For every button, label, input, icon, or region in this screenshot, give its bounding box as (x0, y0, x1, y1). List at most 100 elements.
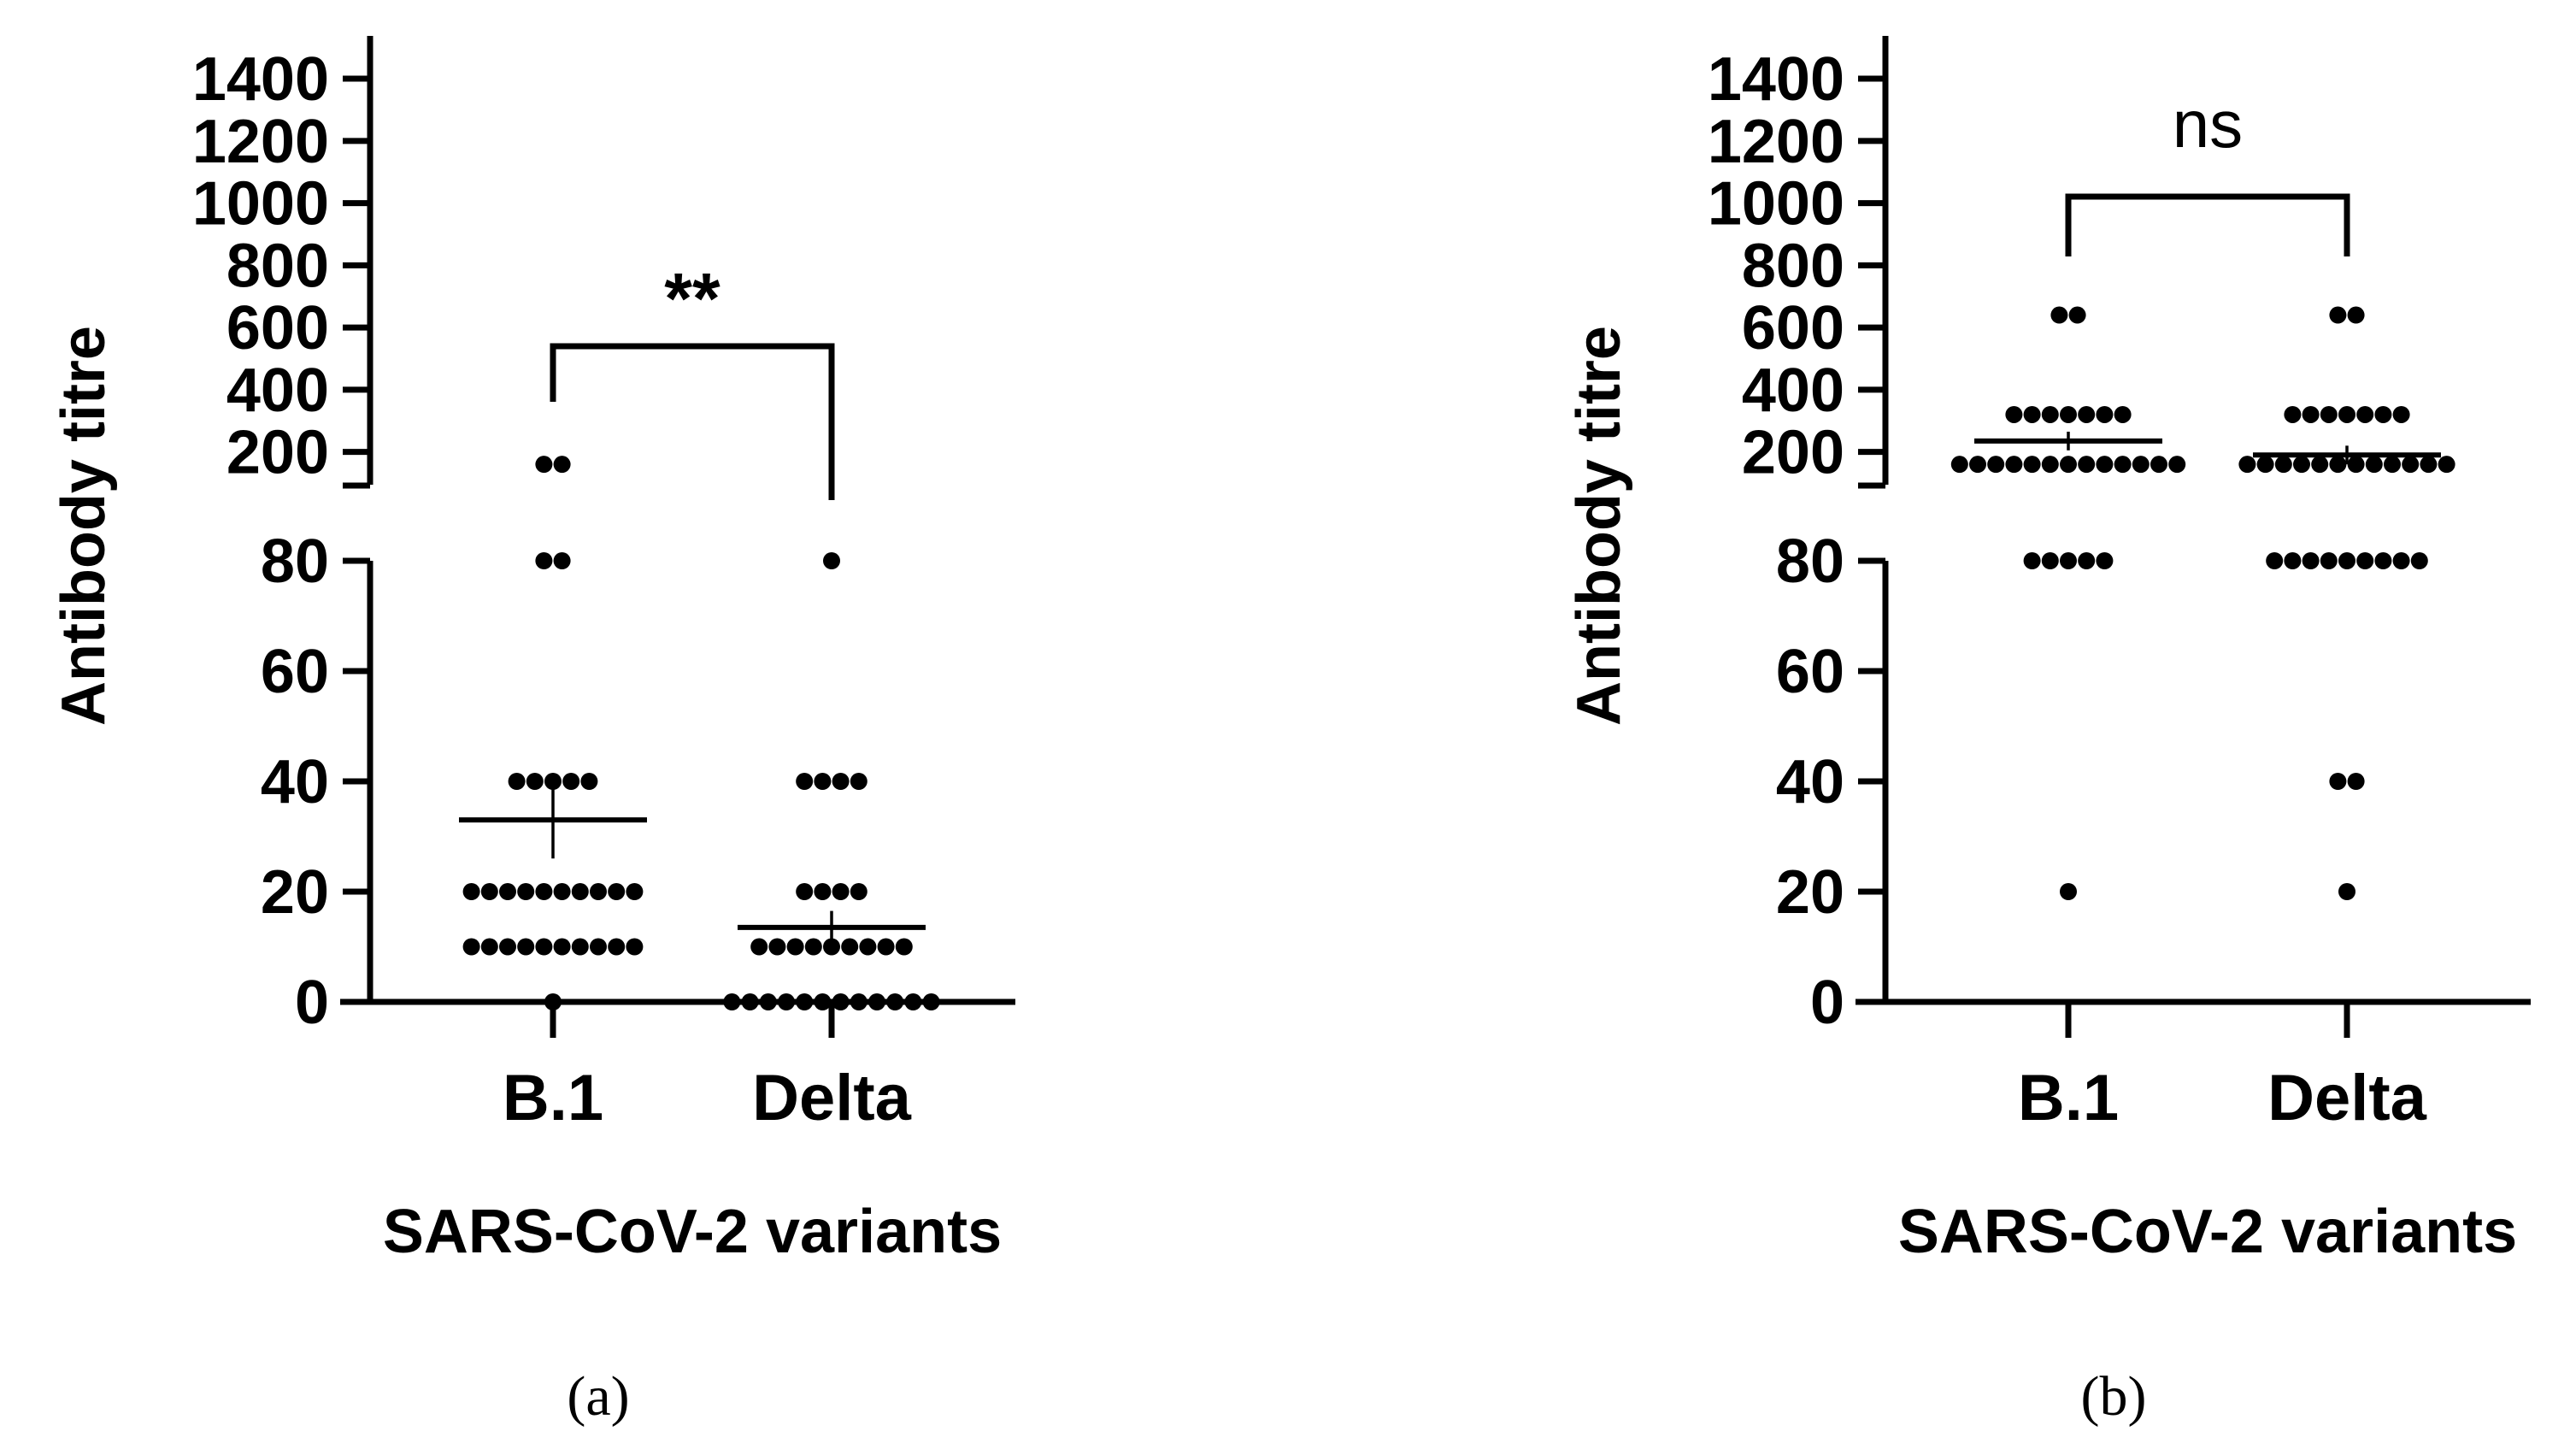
data-point (2060, 883, 2077, 900)
data-point (2320, 405, 2338, 423)
data-point (2132, 456, 2150, 474)
data-point (2392, 552, 2410, 569)
data-point (2338, 405, 2355, 423)
data-point (571, 938, 589, 956)
data-point (2365, 456, 2383, 474)
y-tick-label: 800 (1742, 232, 1844, 300)
data-point (2356, 552, 2374, 569)
significance-bracket (2065, 193, 2350, 256)
data-point (2347, 773, 2365, 790)
data-point (786, 938, 804, 956)
y-tick-label: 20 (1776, 858, 1844, 927)
data-point (850, 993, 867, 1010)
data-point (2293, 456, 2310, 474)
data-point (814, 773, 832, 790)
data-point (2078, 552, 2096, 569)
data-point (2005, 405, 2023, 423)
y-tick-label: 600 (1742, 294, 1844, 362)
data-point (2329, 306, 2347, 324)
data-point (904, 993, 922, 1010)
y-tick-label: 200 (226, 419, 329, 487)
data-point (2329, 456, 2347, 474)
data-point (2384, 456, 2401, 474)
data-point (2041, 456, 2059, 474)
data-point (1987, 456, 2005, 474)
data-point (2096, 405, 2114, 423)
data-point (841, 938, 859, 956)
panel-caption: (b) (2081, 1365, 2147, 1428)
data-point (2078, 456, 2096, 474)
data-point (2392, 405, 2410, 423)
data-point (517, 883, 535, 900)
data-point (2302, 552, 2320, 569)
data-point (759, 993, 777, 1010)
data-point (2096, 552, 2114, 569)
data-point (877, 938, 895, 956)
data-point (2041, 405, 2059, 423)
data-point (2284, 405, 2302, 423)
data-point (2347, 306, 2365, 324)
data-point (741, 993, 759, 1010)
data-point (2347, 456, 2365, 474)
y-tick-label: 1400 (1708, 45, 1844, 114)
data-point (480, 938, 498, 956)
y-tick-label: 40 (261, 748, 329, 816)
y-tick-label: 80 (1776, 527, 1844, 596)
data-point (626, 938, 644, 956)
data-point (2311, 456, 2329, 474)
data-point (535, 552, 553, 569)
data-point (2338, 552, 2355, 569)
y-tick-label: 200 (1742, 419, 1844, 487)
data-point (823, 552, 840, 569)
y-tick-label: 60 (261, 638, 329, 706)
data-point (814, 993, 832, 1010)
data-point (2266, 552, 2284, 569)
data-point (535, 938, 553, 956)
data-point (2060, 552, 2077, 569)
data-point (796, 883, 814, 900)
data-point (462, 883, 480, 900)
data-point (832, 773, 850, 790)
data-point (768, 938, 786, 956)
data-point (2356, 405, 2374, 423)
data-point (480, 883, 498, 900)
data-point (499, 938, 516, 956)
data-point (2023, 405, 2041, 423)
data-point (2338, 883, 2355, 900)
data-point (2068, 306, 2086, 324)
data-point (2060, 456, 2077, 474)
data-point (859, 938, 877, 956)
data-point (2302, 405, 2320, 423)
x-axis-label: SARS-CoV-2 variants (1898, 1198, 2517, 1266)
data-point (778, 993, 795, 1010)
data-point (804, 938, 822, 956)
data-point (2060, 405, 2077, 423)
data-point (517, 938, 535, 956)
y-tick-label: 80 (261, 527, 329, 596)
x-tick-label: Delta (2267, 1062, 2427, 1134)
data-point (2410, 552, 2428, 569)
y-tick-label: 600 (226, 294, 329, 362)
data-point (895, 938, 913, 956)
data-point (2005, 456, 2023, 474)
y-tick-label: 1000 (1708, 170, 1844, 239)
data-point (850, 773, 867, 790)
data-point (850, 883, 867, 900)
data-point (608, 938, 626, 956)
x-tick-label: B.1 (2018, 1062, 2119, 1134)
data-point (796, 773, 814, 790)
data-point (1969, 456, 1986, 474)
significance-label: ns (2173, 86, 2243, 162)
data-point (608, 883, 626, 900)
data-point (2256, 456, 2274, 474)
x-axis-label: SARS-CoV-2 variants (383, 1198, 1002, 1266)
y-tick-label: 0 (1810, 969, 1844, 1037)
data-point (2096, 456, 2114, 474)
data-point (922, 993, 940, 1010)
significance-label: ** (664, 258, 720, 339)
y-tick-label: 400 (1742, 356, 1844, 425)
data-point (553, 883, 571, 900)
data-point (814, 883, 832, 900)
